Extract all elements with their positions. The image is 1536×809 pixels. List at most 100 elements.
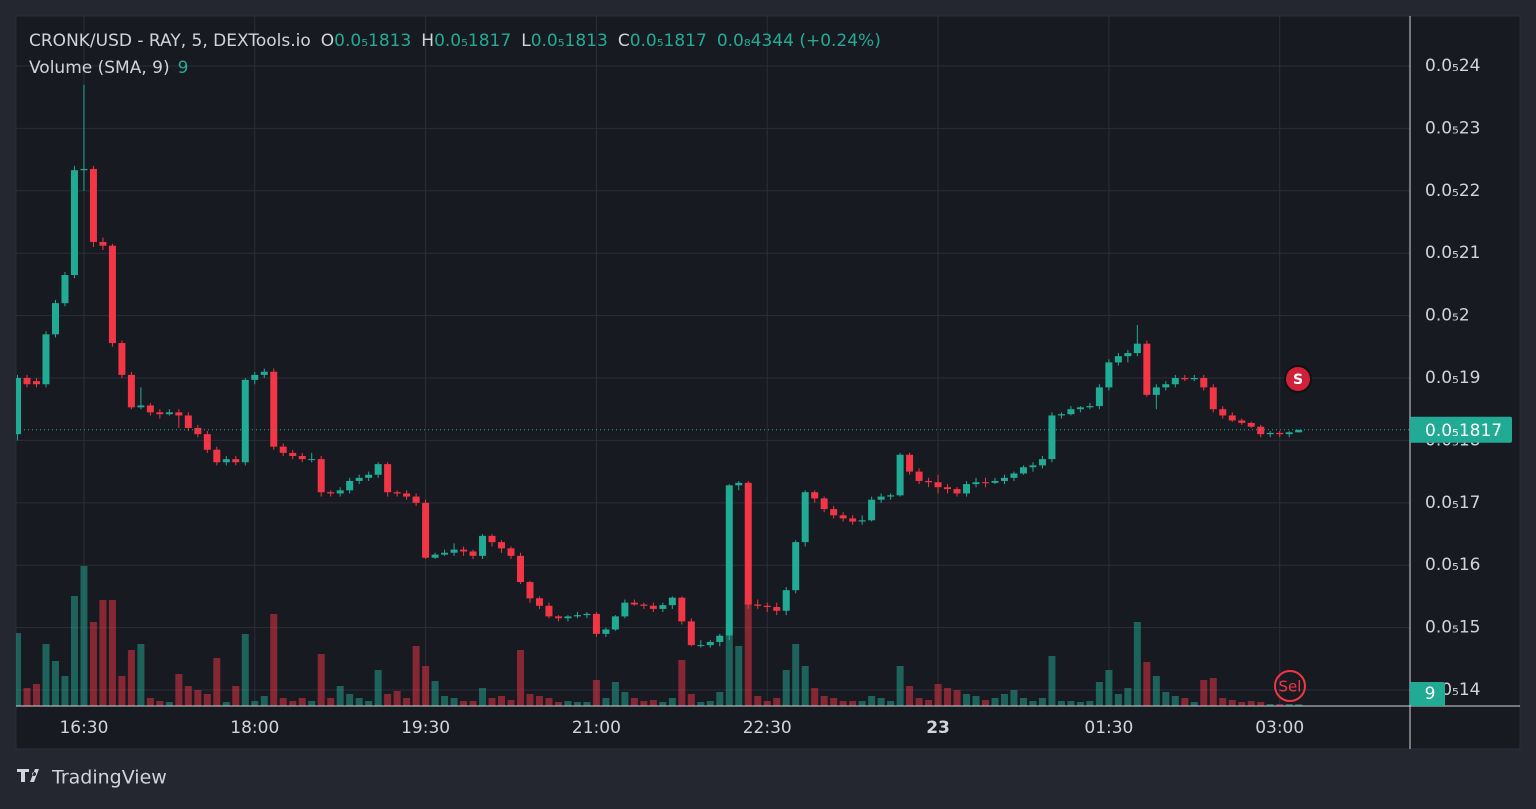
- volume-bar: [1048, 656, 1056, 706]
- candle-body: [1124, 353, 1132, 357]
- volume-bar: [213, 658, 221, 706]
- volume-bar: [374, 670, 382, 706]
- volume-bar: [146, 698, 154, 706]
- candle-body: [592, 613, 600, 634]
- candle-body: [1247, 422, 1255, 427]
- volume-bar: [535, 696, 543, 706]
- volume-bar: [203, 694, 211, 706]
- volume-bar: [792, 644, 800, 706]
- volume-bar: [1095, 682, 1103, 706]
- volume-bar: [944, 688, 952, 706]
- volume-bar: [194, 690, 202, 706]
- volume-bar: [953, 690, 961, 706]
- volume-bar: [260, 696, 268, 706]
- candle-body: [184, 415, 192, 428]
- volume-bar: [308, 701, 316, 706]
- legend-header: CRONK/USD - RAY, 5, DEXTools.io O0.0₅1813…: [29, 31, 881, 51]
- volume-bar: [972, 696, 980, 706]
- candle-body: [1285, 432, 1293, 435]
- volume-bar: [611, 682, 619, 706]
- x-tick-label: 18:00: [230, 718, 279, 738]
- volume-bar: [118, 676, 126, 706]
- candle-body: [403, 493, 411, 497]
- volume-bar: [668, 698, 676, 706]
- candle-body: [991, 480, 999, 483]
- y-tick-label: 0.0₅19: [1425, 368, 1480, 388]
- candle-body: [1067, 409, 1075, 415]
- candle-body: [849, 518, 857, 522]
- candle-body: [460, 549, 468, 552]
- volume-bar: [32, 684, 40, 706]
- volume-bar: [1010, 690, 1018, 706]
- volume-bar: [516, 650, 524, 706]
- candle-body: [554, 616, 562, 619]
- volume-legend: Volume (SMA, 9) 9: [29, 58, 188, 78]
- x-tick-label: 03:00: [1255, 718, 1304, 738]
- candle-body: [934, 482, 942, 488]
- candle-body: [1171, 378, 1179, 385]
- candle-body: [573, 615, 581, 617]
- candle-body: [441, 552, 449, 555]
- volume-bar: [982, 700, 990, 706]
- volume-bar: [1219, 698, 1227, 706]
- ohlc-value: 0.0₅1813: [334, 31, 411, 51]
- volume-bar: [887, 701, 895, 706]
- candle-body: [222, 459, 230, 463]
- volume-bar: [1238, 702, 1246, 706]
- volume-bar: [450, 698, 458, 706]
- brand: TradingView: [17, 767, 167, 789]
- volume-bar: [99, 600, 107, 706]
- candle-body: [877, 496, 885, 500]
- candle-body: [203, 434, 211, 450]
- volume-bar: [1209, 678, 1217, 706]
- candle-body: [963, 484, 971, 494]
- sell-marker[interactable]: [1284, 365, 1312, 393]
- volume-bar: [42, 644, 50, 706]
- candle-body: [839, 515, 847, 519]
- candle-body: [365, 474, 373, 478]
- volume-bar: [270, 614, 278, 706]
- volume-bar: [403, 698, 411, 706]
- volume-bar: [716, 692, 724, 706]
- price-change: 0.0₈4344 (+0.24%): [717, 31, 881, 51]
- candle-body: [289, 452, 297, 457]
- y-tick-label: 0.0₅2: [1425, 306, 1470, 326]
- volume-bar: [592, 680, 600, 706]
- volume-bar: [659, 702, 667, 706]
- sell-label-marker[interactable]: [1274, 670, 1306, 702]
- volume-bar: [1228, 700, 1236, 706]
- candle-body: [232, 459, 240, 463]
- volume-bar: [51, 661, 59, 706]
- volume-bar: [1247, 701, 1255, 706]
- volume-bar: [422, 666, 430, 706]
- candle-body: [298, 456, 306, 460]
- volume-bar: [346, 694, 354, 706]
- volume-bar: [1257, 702, 1265, 706]
- candle-body: [659, 605, 667, 609]
- last-volume-label: 9: [1425, 684, 1436, 704]
- volume-value: 9: [178, 58, 189, 78]
- volume-bar: [1200, 680, 1208, 706]
- volume-bar: [61, 676, 69, 706]
- volume-bar: [868, 696, 876, 706]
- volume-bar: [156, 701, 164, 706]
- y-tick-label: 0.0₅16: [1425, 555, 1480, 575]
- candle-body: [1152, 387, 1160, 395]
- volume-bar: [545, 698, 553, 706]
- candle-body: [754, 604, 762, 606]
- candle-body: [725, 485, 733, 636]
- candle-body: [89, 168, 97, 242]
- volume-bar: [16, 633, 22, 706]
- volume-bar: [498, 696, 506, 706]
- candle-body: [887, 495, 895, 497]
- volume-bar: [526, 694, 534, 706]
- volume-title: Volume (SMA, 9): [29, 58, 170, 78]
- x-tick-label: 21:00: [572, 718, 621, 738]
- volume-bar: [1190, 702, 1198, 706]
- candle-body: [982, 482, 990, 484]
- volume-bar: [754, 696, 762, 706]
- candle-body: [251, 374, 259, 380]
- candle-body: [127, 374, 135, 408]
- candle-body: [118, 343, 126, 375]
